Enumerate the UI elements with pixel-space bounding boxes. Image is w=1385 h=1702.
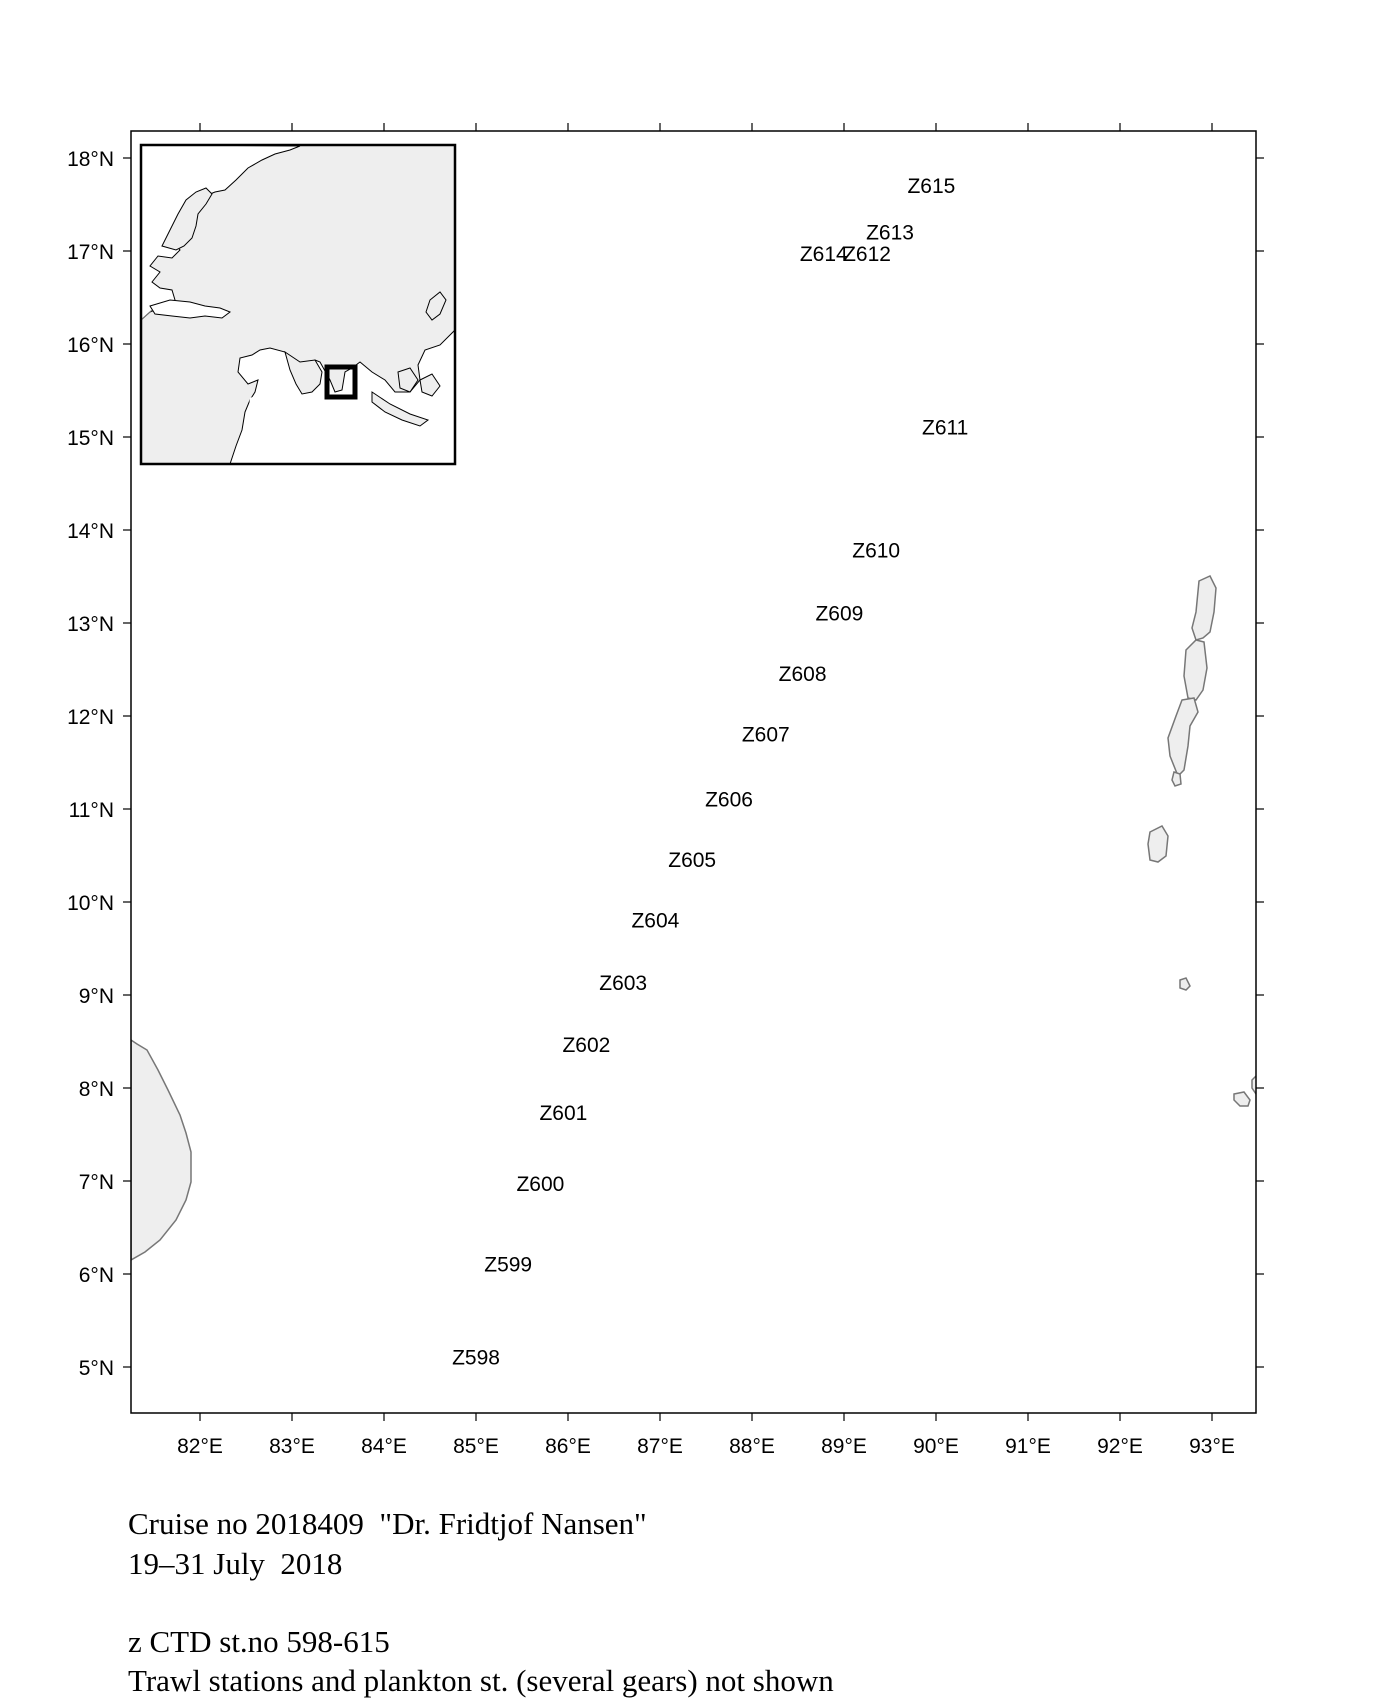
lon-tick-label: 92°E xyxy=(1097,1435,1143,1458)
lat-tick-label: 14°N xyxy=(67,520,114,543)
station-label-z615: Z615 xyxy=(907,175,955,198)
caption-cruise-dates: 19–31 July 2018 xyxy=(128,1546,343,1581)
station-label-z602: Z602 xyxy=(562,1034,610,1057)
station-layer: Z598 Z599 Z600 Z601 Z602 Z603 Z604 Z605 Z606 Z607… xyxy=(452,175,968,1370)
lon-tick-label: 85°E xyxy=(453,1435,499,1458)
caption-ctd-legend: z CTD st.no 598-615 xyxy=(128,1624,390,1659)
station-label-z600: Z600 xyxy=(516,1173,564,1196)
inset-study-area-box xyxy=(324,364,358,400)
lat-tick-label: 12°N xyxy=(67,706,114,729)
station-label-z608: Z608 xyxy=(779,663,827,686)
nicobar-island-east xyxy=(1251,1074,1256,1095)
station-label-z601: Z601 xyxy=(539,1102,587,1125)
lat-tick-label: 9°N xyxy=(79,985,114,1008)
inset-india-land xyxy=(284,350,323,395)
caption-cruise-title: Cruise no 2018409 "Dr. Fridtjof Nansen" xyxy=(128,1506,647,1541)
caption-note: Trawl stations and plankton st. (several… xyxy=(128,1663,834,1698)
lat-tick-label: 5°N xyxy=(79,1357,114,1380)
station-label-z613: Z613 xyxy=(866,221,914,244)
lat-tick-label: 15°N xyxy=(67,427,114,450)
inset-map xyxy=(139,143,457,466)
station-label-z605: Z605 xyxy=(668,849,716,872)
nicobar-island-west xyxy=(1233,1091,1251,1107)
station-label-z604: Z604 xyxy=(631,910,679,933)
sri-lanka-land xyxy=(131,1039,192,1261)
lat-tick-label: 16°N xyxy=(67,334,114,357)
station-label-z607: Z607 xyxy=(742,724,790,747)
inset-graticule-line xyxy=(141,145,347,321)
station-label-z610: Z610 xyxy=(852,539,900,562)
station-label-z599: Z599 xyxy=(484,1254,532,1277)
lat-tick-label: 8°N xyxy=(79,1078,114,1101)
andaman-middle-island xyxy=(1183,639,1208,701)
lon-tick-label: 82°E xyxy=(177,1435,223,1458)
station-label-z606: Z606 xyxy=(705,789,753,812)
inset-southeast-asia-islands xyxy=(371,367,441,427)
lon-tick-label: 88°E xyxy=(729,1435,775,1458)
lon-tick-label: 83°E xyxy=(269,1435,315,1458)
lon-tick-label: 91°E xyxy=(1005,1435,1051,1458)
lat-tick-label: 17°N xyxy=(67,241,114,264)
andaman-north-island xyxy=(1191,575,1217,641)
latitude-axis: 18°N 17°N 16°N 15°N 14°N 13°N 12°N 11°N 10°N 9°N 8… xyxy=(67,148,1264,1380)
lat-tick-label: 10°N xyxy=(67,892,114,915)
inset-japan-land xyxy=(425,291,447,321)
lon-tick-label: 93°E xyxy=(1189,1435,1235,1458)
station-label-z598: Z598 xyxy=(452,1347,500,1370)
lat-tick-label: 6°N xyxy=(79,1264,114,1287)
station-label-z614: Z614 xyxy=(800,243,848,266)
andaman-south-island xyxy=(1167,697,1199,778)
car-nicobar-island xyxy=(1179,977,1191,991)
lat-tick-label: 18°N xyxy=(67,148,114,171)
land-layer xyxy=(131,575,1256,1261)
little-andaman-island xyxy=(1147,825,1169,863)
inset-scandinavia-land xyxy=(161,187,213,251)
lat-tick-label: 11°N xyxy=(69,799,114,822)
inset-indian-ocean xyxy=(300,392,455,464)
longitude-axis: 82°E 83°E 84°E 85°E 86°E 87°E 88°E 89°E 90°E 91°E… xyxy=(177,123,1235,1458)
lon-tick-label: 84°E xyxy=(361,1435,407,1458)
map-frame xyxy=(130,130,1257,1414)
lat-tick-label: 13°N xyxy=(67,613,114,636)
station-label-z609: Z609 xyxy=(815,603,863,626)
lon-tick-label: 86°E xyxy=(545,1435,591,1458)
lon-tick-label: 90°E xyxy=(913,1435,959,1458)
lon-tick-label: 87°E xyxy=(637,1435,683,1458)
station-label-z611: Z611 xyxy=(922,417,968,440)
inset-arabian-sea xyxy=(240,388,305,464)
station-label-z612: Z612 xyxy=(843,243,891,266)
lon-tick-label: 89°E xyxy=(821,1435,867,1458)
andaman-islet xyxy=(1171,771,1182,787)
station-label-z603: Z603 xyxy=(599,972,647,995)
inset-mediterranean-sea xyxy=(149,299,232,319)
lat-tick-label: 7°N xyxy=(79,1171,114,1194)
